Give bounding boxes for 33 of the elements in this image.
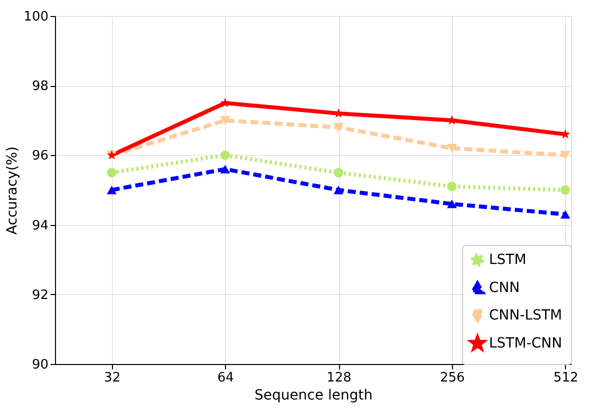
point [560,210,570,219]
point [446,144,458,153]
point [220,98,230,108]
point [560,150,570,160]
point [333,122,344,132]
x-tick-label: 256 [440,370,465,386]
x-axis-title: Sequence length [254,388,373,404]
point [560,185,570,195]
legend-label: LSTM [489,252,526,268]
y-tick-label: 92 [32,288,48,303]
x-tick-label: 32 [104,370,120,386]
point [220,164,230,174]
y-tick-label: 98 [32,79,48,94]
point [334,186,344,194]
x-tick-label: 64 [217,370,234,386]
point [447,200,457,208]
y-tick-label: 96 [32,148,48,164]
legend-label: CNN-LSTM [489,308,562,324]
point [220,116,230,125]
y-tick-label: 94 [32,218,48,234]
x-tick-label: 128 [326,370,352,386]
legend-label: LSTM-CNN [489,336,562,352]
y-tick-label: 100 [24,10,48,24]
point [106,168,116,178]
point [334,108,344,118]
x-tick-label: 512 [553,370,578,386]
point [447,182,457,192]
point [220,150,230,160]
y-tick-label: 90 [32,358,48,372]
y-axis-title: Accuracy(%) [4,146,21,235]
legend-label: CNN [489,280,520,296]
point [106,186,117,194]
point [334,168,344,178]
